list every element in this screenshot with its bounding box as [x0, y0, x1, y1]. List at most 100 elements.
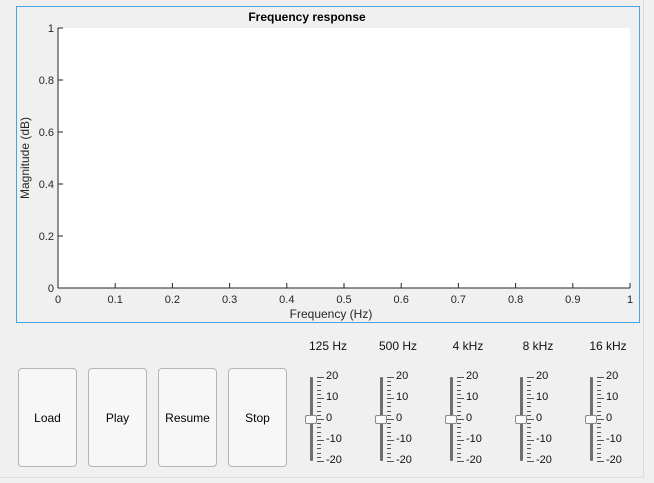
- y-tick-label: 0.4: [39, 179, 54, 191]
- minor-tick: [597, 432, 601, 433]
- major-tick: [317, 461, 324, 462]
- slider-thumb[interactable]: [585, 415, 597, 424]
- minor-tick: [597, 453, 601, 454]
- x-tick-label: 0.5: [336, 294, 351, 306]
- slider-scale-label: 20: [606, 370, 619, 382]
- minor-tick: [387, 432, 391, 433]
- slider-scale-label: -20: [606, 454, 622, 466]
- slider-scale-label: 0: [606, 412, 613, 424]
- slider-thumb[interactable]: [375, 415, 387, 424]
- minor-tick: [527, 415, 531, 416]
- x-tick-label: 0.3: [222, 294, 237, 306]
- stop-button[interactable]: Stop: [228, 368, 287, 467]
- resume-button[interactable]: Resume: [158, 368, 217, 467]
- app-window-frame: [0, 0, 644, 478]
- minor-tick: [387, 415, 391, 416]
- major-tick: [457, 377, 464, 378]
- x-tick-label: 0.1: [108, 294, 123, 306]
- major-tick: [387, 377, 394, 378]
- minor-tick: [317, 436, 321, 437]
- load-button-label: Load: [34, 410, 61, 425]
- minor-tick: [527, 457, 531, 458]
- minor-tick: [527, 381, 531, 382]
- minor-tick: [457, 448, 461, 449]
- major-tick: [317, 440, 324, 441]
- major-tick: [387, 398, 394, 399]
- minor-tick: [597, 436, 601, 437]
- minor-tick: [597, 423, 601, 424]
- minor-tick: [317, 394, 321, 395]
- band-label-8khz: 8 kHz: [522, 339, 554, 353]
- play-button[interactable]: Play: [88, 368, 147, 467]
- minor-tick: [387, 457, 391, 458]
- minor-tick: [597, 402, 601, 403]
- slider-500hz[interactable]: 20 10 0 -10 -20: [370, 371, 440, 466]
- major-tick: [597, 398, 604, 399]
- minor-tick: [387, 390, 391, 391]
- minor-tick: [527, 402, 531, 403]
- major-tick: [597, 461, 604, 462]
- minor-tick: [457, 394, 461, 395]
- slider-thumb[interactable]: [515, 415, 527, 424]
- slider-16khz[interactable]: 20 10 0 -10 -20: [580, 370, 650, 466]
- minor-tick: [457, 444, 461, 445]
- minor-tick: [317, 448, 321, 449]
- minor-tick: [387, 436, 391, 437]
- y-tick-label: 0.8: [39, 75, 54, 87]
- x-tick-label: 0: [55, 294, 61, 306]
- major-tick: [527, 419, 534, 420]
- slider-8khz[interactable]: 20 10 0 -10 -20: [510, 371, 580, 466]
- minor-tick: [387, 444, 391, 445]
- minor-tick: [527, 390, 531, 391]
- slider-scale-label: 10: [606, 391, 619, 403]
- slider-thumb[interactable]: [445, 415, 457, 424]
- slider-scale-label: -10: [536, 433, 552, 445]
- slider-scale-label: 10: [466, 391, 479, 403]
- slider-scale-label: 10: [536, 391, 549, 403]
- slider-scale-label: -10: [466, 433, 482, 445]
- major-tick: [527, 377, 534, 378]
- x-tick-label: 0.4: [279, 294, 294, 306]
- minor-tick: [387, 406, 391, 407]
- slider-4khz[interactable]: 20 10 0 -10 -20: [440, 370, 510, 466]
- major-tick: [597, 377, 604, 378]
- slider-125hz[interactable]: 20 10 0 -10 -20: [300, 371, 370, 466]
- play-button-label: Play: [105, 410, 130, 425]
- band-label-125hz: 125 Hz: [308, 339, 348, 353]
- minor-tick: [527, 423, 531, 424]
- slider-thumb[interactable]: [305, 415, 317, 424]
- minor-tick: [597, 390, 601, 391]
- minor-tick: [597, 427, 601, 428]
- y-tick-label: 1: [48, 23, 54, 35]
- slider-scale-label: 20: [466, 370, 479, 382]
- major-tick: [527, 398, 534, 399]
- minor-tick: [597, 457, 601, 458]
- major-tick: [597, 440, 604, 441]
- minor-tick: [387, 453, 391, 454]
- x-axis-label: Frequency (Hz): [290, 307, 373, 321]
- minor-tick: [317, 457, 321, 458]
- major-tick: [597, 419, 604, 420]
- x-tick-label: 0.7: [451, 294, 466, 306]
- minor-tick: [457, 390, 461, 391]
- minor-tick: [597, 406, 601, 407]
- minor-tick: [527, 453, 531, 454]
- slider-scale-label: 10: [396, 391, 409, 403]
- minor-tick: [457, 432, 461, 433]
- slider-scale-label: -20: [326, 454, 342, 466]
- y-tick-label: 0.6: [39, 127, 54, 139]
- load-button[interactable]: Load: [18, 368, 77, 467]
- minor-tick: [527, 432, 531, 433]
- slider-scale-label: -20: [396, 454, 412, 466]
- minor-tick: [317, 453, 321, 454]
- slider-scale-label: -10: [396, 433, 412, 445]
- frequency-response-chart: 0 0.1 0.2 0.3 0.4 0.5 0.6 0.7 0.8 0.9 1 0 0.2 0.4 0.6 0…: [18, 10, 633, 321]
- minor-tick: [597, 394, 601, 395]
- minor-tick: [527, 385, 531, 386]
- y-axis-label: Magnitude (dB): [18, 117, 32, 199]
- slider-scale-label: 0: [536, 412, 543, 424]
- minor-tick: [317, 406, 321, 407]
- minor-tick: [597, 381, 601, 382]
- band-label-16khz: 16 kHz: [589, 339, 627, 353]
- major-tick: [457, 440, 464, 441]
